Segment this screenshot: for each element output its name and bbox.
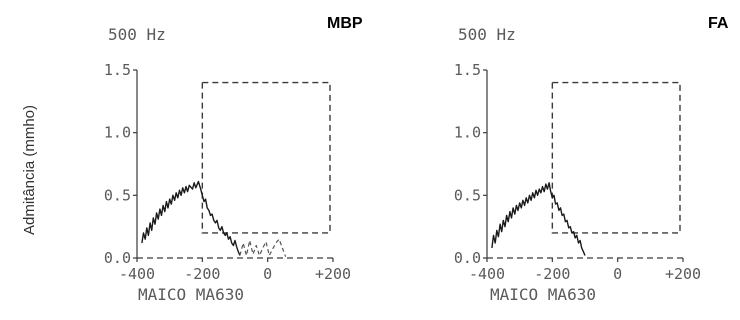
x-tick-label: +200 — [665, 265, 701, 283]
panel-label: FA — [708, 15, 729, 32]
x-tick-label: -400 — [469, 265, 505, 283]
panel-label: MBP — [327, 15, 363, 32]
y-tick-label: 0.5 — [454, 186, 481, 204]
y-tick-label: 0.0 — [454, 249, 481, 267]
x-tick-label: -200 — [184, 265, 220, 283]
frequency-label: 500 Hz — [108, 25, 166, 44]
tympanogram-line — [141, 180, 241, 256]
tympanogram-line-dashed — [239, 238, 287, 257]
x-tick-label: 0 — [613, 265, 622, 283]
x-tick-label: -400 — [119, 265, 155, 283]
x-tick-label: -200 — [534, 265, 570, 283]
y-tick-label: 0.5 — [104, 186, 131, 204]
device-label: MAICO MA630 — [138, 285, 244, 304]
panel-mbp: 500 Hz MBP MAICO MA630 0.0 0.5 1.0 1.5 -400 -… — [104, 15, 363, 304]
frequency-label: 500 Hz — [458, 25, 516, 44]
y-axis-label: Admitância (mmho) — [21, 105, 38, 235]
y-tick-label: 1.5 — [104, 61, 131, 79]
y-tick-label: 1.0 — [104, 124, 131, 142]
normal-region-box — [551, 81, 681, 234]
y-tick-label: 1.0 — [454, 124, 481, 142]
tympanogram-line — [491, 182, 586, 256]
x-tick-label: +200 — [315, 265, 351, 283]
device-label: MAICO MA630 — [490, 285, 596, 304]
y-tick-label: 0.0 — [104, 249, 131, 267]
panel-fa: 500 Hz FA MAICO MA630 0.0 0.5 1.0 1.5 -400 -2… — [454, 15, 729, 304]
x-tick-label: 0 — [263, 265, 272, 283]
y-tick-label: 1.5 — [454, 61, 481, 79]
normal-region-box — [201, 81, 331, 234]
